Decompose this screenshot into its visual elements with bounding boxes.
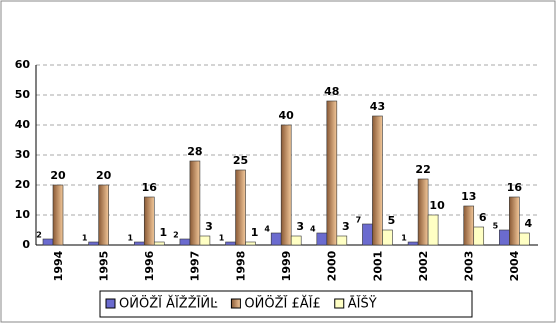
x-tick-label: 2001	[371, 251, 384, 282]
bar	[42, 238, 54, 246]
bar	[98, 184, 109, 246]
bar	[336, 235, 348, 246]
bar	[189, 160, 201, 246]
x-tick-label: 2002	[417, 251, 430, 282]
value-label: 1	[82, 234, 88, 243]
bar	[499, 229, 510, 246]
value-label: 16	[142, 181, 158, 194]
value-label: 1	[401, 234, 407, 243]
bar	[519, 232, 530, 246]
bar	[417, 178, 429, 246]
legend-swatch	[334, 298, 345, 309]
bar	[199, 235, 211, 246]
bar	[473, 226, 485, 246]
bar	[280, 124, 292, 246]
x-tick-label: 2000	[326, 250, 339, 281]
bar	[372, 115, 383, 246]
value-label: 2	[36, 231, 42, 240]
legend-label: ĀĬŠŸ	[348, 296, 377, 312]
bar	[245, 241, 256, 246]
x-tick-label: 2003	[463, 251, 476, 282]
value-label: 3	[205, 220, 213, 233]
legend-swatch	[230, 298, 241, 309]
value-label: 5	[493, 222, 499, 231]
bar	[427, 214, 439, 246]
bar	[88, 241, 99, 246]
bar	[326, 100, 338, 246]
value-label: 20	[96, 169, 112, 182]
x-tick-label: 1994	[52, 250, 65, 281]
value-label: 48	[324, 85, 339, 98]
y-tick-label: 30	[15, 148, 31, 161]
x-tick-label: 1995	[97, 251, 110, 282]
value-label: 28	[187, 145, 202, 158]
y-tick-label: 60	[15, 58, 31, 71]
y-tick-label: 50	[15, 88, 31, 101]
bar	[153, 241, 165, 246]
bar	[143, 196, 155, 246]
y-tick-label: 10	[15, 208, 31, 221]
bar	[179, 238, 191, 246]
bar	[133, 241, 145, 246]
value-label: 6	[479, 211, 487, 224]
value-label: 2	[173, 231, 179, 240]
y-tick-label: 0	[22, 238, 30, 251]
bar	[225, 241, 236, 246]
value-label: 1	[127, 234, 133, 243]
x-tick-label: 1998	[234, 251, 247, 282]
x-tick-label: 1996	[143, 250, 156, 281]
bar	[382, 229, 393, 246]
value-label: 1	[159, 226, 167, 239]
value-label: 3	[296, 220, 304, 233]
value-label: 1	[251, 226, 259, 239]
value-label: 1	[219, 234, 225, 243]
value-label: 4	[525, 217, 533, 230]
x-tick-label: 2004	[508, 250, 521, 281]
value-label: 10	[429, 199, 445, 212]
value-label: 5	[388, 214, 396, 227]
legend-box	[99, 290, 473, 318]
value-label: 22	[415, 163, 430, 176]
value-label: 25	[233, 154, 248, 167]
bar	[270, 232, 282, 246]
bar	[463, 205, 475, 246]
bar	[316, 232, 328, 246]
value-label: 20	[50, 169, 66, 182]
value-label: 4	[264, 225, 270, 234]
y-tick-label: 20	[15, 178, 31, 191]
bar	[407, 241, 419, 246]
value-label: 43	[370, 100, 385, 113]
bar	[235, 169, 246, 246]
legend-label: ОЙÖŽĬ £ĂĬ£	[244, 295, 320, 312]
value-label: 16	[507, 181, 523, 194]
value-label: 40	[279, 109, 295, 122]
bar	[362, 223, 373, 246]
bar	[509, 196, 520, 246]
x-tick-label: 1999	[280, 251, 293, 282]
legend-swatch	[105, 298, 116, 309]
bar	[52, 184, 64, 246]
bar	[290, 235, 302, 246]
value-label: 3	[342, 220, 350, 233]
x-tick-label: 1997	[189, 251, 202, 282]
value-label: 4	[310, 225, 316, 234]
value-label: 13	[461, 190, 476, 203]
legend-label: ОЙÖŽĬ ĂĬŽŽĪЙĿ	[119, 295, 218, 312]
y-tick-label: 40	[15, 118, 31, 131]
value-label: 7	[356, 216, 362, 225]
